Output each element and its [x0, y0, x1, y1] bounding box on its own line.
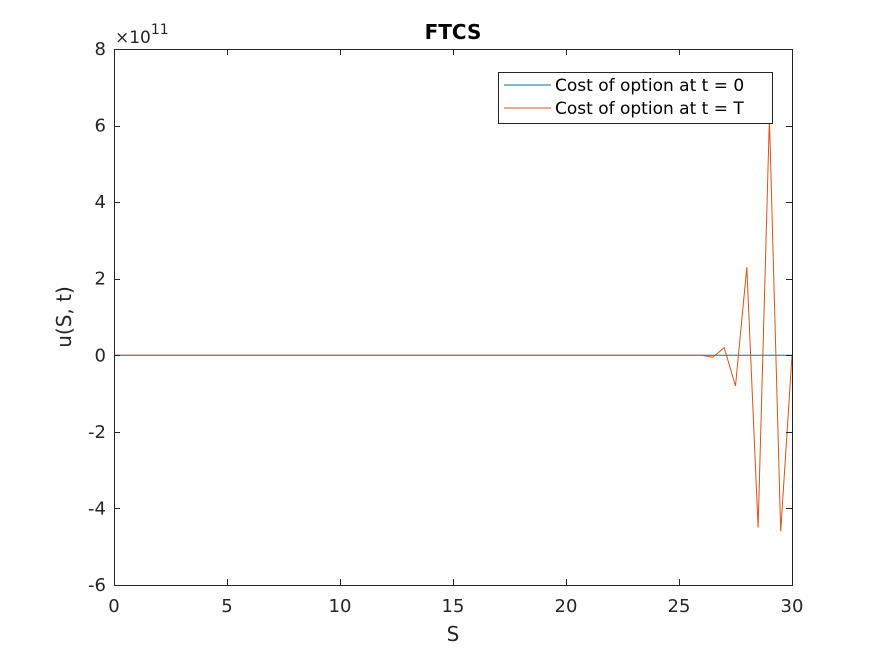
y-axis-label: u(S, t) [52, 286, 76, 348]
x-tick-label: 10 [329, 596, 352, 617]
legend[interactable]: Cost of option at t = 0 Cost of option a… [498, 72, 773, 124]
y-tick-label: -2 [88, 422, 106, 443]
y-axis: -6 -4 -2 0 2 4 6 8 [88, 39, 792, 596]
series-layer [114, 117, 793, 532]
legend-box [498, 72, 773, 124]
y-tick-label: 4 [95, 192, 106, 213]
legend-label-series-1: Cost of option at t = 0 [555, 76, 744, 96]
legend-label-series-2: Cost of option at t = T [555, 99, 744, 119]
x-axis-label: S [447, 622, 460, 646]
x-axis: 0 5 10 15 20 25 30 [108, 49, 803, 617]
y-tick-label: 6 [95, 116, 106, 137]
x-tick-label: 25 [668, 596, 691, 617]
series-line-2 [114, 117, 793, 532]
x-tick-label: 20 [555, 596, 578, 617]
x-tick-label: 30 [781, 596, 804, 617]
y-tick-label: 0 [95, 345, 106, 366]
y-axis-exponent: ×1011 [115, 22, 169, 48]
y-tick-label: -6 [88, 575, 106, 596]
axes-background [114, 49, 792, 585]
x-tick-label: 5 [221, 596, 232, 617]
chart-title: FTCS [425, 20, 482, 44]
plot-area [114, 49, 792, 585]
y-tick-label: 8 [95, 39, 106, 60]
x-tick-label: 0 [108, 596, 119, 617]
y-tick-label: 2 [95, 269, 106, 290]
x-tick-label: 15 [442, 596, 465, 617]
y-tick-label: -4 [88, 498, 106, 519]
